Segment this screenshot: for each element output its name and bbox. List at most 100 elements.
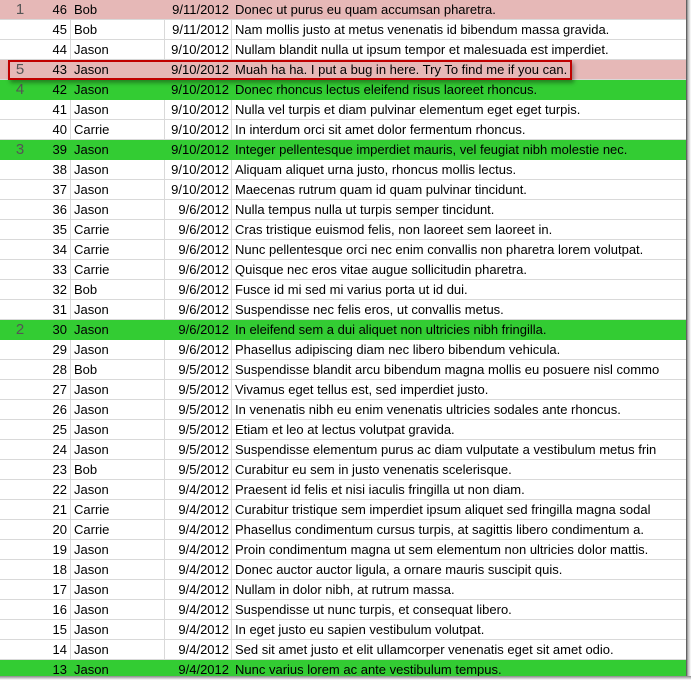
id-cell[interactable]: 27 xyxy=(40,380,71,399)
name-cell[interactable]: Bob xyxy=(71,280,165,299)
id-cell[interactable]: 34 xyxy=(40,240,71,259)
text-cell[interactable]: Phasellus adipiscing diam nec libero bib… xyxy=(235,342,561,357)
table-row[interactable]: 28 Bob 9/5/2012 Suspendisse blandit arcu bi… xyxy=(0,360,686,380)
table-row[interactable]: 40 Carrie 9/10/2012 In interdum orci sit am… xyxy=(0,120,686,140)
name-cell[interactable]: Carrie xyxy=(71,120,165,139)
table-row[interactable]: 21 Carrie 9/4/2012 Curabitur tristique sem … xyxy=(0,500,686,520)
name-cell[interactable]: Jason xyxy=(71,160,165,179)
text-cell[interactable]: Quisque nec eros vitae augue sollicitudi… xyxy=(235,262,527,277)
date-cell[interactable]: 9/10/2012 xyxy=(171,82,229,97)
date-cell[interactable]: 9/10/2012 xyxy=(165,180,232,199)
table-row[interactable]: 41 Jason 9/10/2012 Nulla vel turpis et diam… xyxy=(0,100,686,120)
table-row[interactable]: 29 Jason 9/6/2012 Phasellus adipiscing diam… xyxy=(0,340,686,360)
date-cell[interactable]: 9/10/2012 xyxy=(165,120,232,139)
table-row[interactable]: 3 39 Jason 9/10/2012 Integer pellentesque im… xyxy=(0,140,686,160)
name-cell[interactable]: Jason xyxy=(74,662,109,677)
text-cell[interactable]: Proin condimentum magna ut sem elementum… xyxy=(235,542,649,557)
date-cell[interactable]: 9/6/2012 xyxy=(165,200,232,219)
date-cell[interactable]: 9/6/2012 xyxy=(165,300,232,319)
date-cell[interactable]: 9/4/2012 xyxy=(165,640,232,659)
table-row[interactable]: 18 Jason 9/4/2012 Donec auctor auctor ligul… xyxy=(0,560,686,580)
text-cell[interactable]: Donec ut purus eu quam accumsan pharetra… xyxy=(235,2,496,17)
date-cell[interactable]: 9/6/2012 xyxy=(165,340,232,359)
date-cell[interactable]: 9/11/2012 xyxy=(172,2,229,17)
date-cell[interactable]: 9/4/2012 xyxy=(165,620,232,639)
text-cell[interactable]: Curabitur eu sem in justo venenatis scel… xyxy=(235,462,512,477)
date-cell[interactable]: 9/4/2012 xyxy=(165,600,232,619)
id-cell[interactable]: 40 xyxy=(40,120,71,139)
date-cell[interactable]: 9/6/2012 xyxy=(165,280,232,299)
text-cell[interactable]: Aliquam aliquet urna justo, rhoncus moll… xyxy=(235,162,517,177)
id-cell[interactable]: 15 xyxy=(40,620,71,639)
text-cell[interactable]: Nulla vel turpis et diam pulvinar elemen… xyxy=(235,102,581,117)
name-cell[interactable]: Jason xyxy=(71,580,165,599)
table-row[interactable]: 5 43 Jason 9/10/2012 Muah ha ha. I put a bug… xyxy=(0,60,686,80)
date-cell[interactable]: 9/4/2012 xyxy=(165,560,232,579)
name-cell[interactable]: Jason xyxy=(71,180,165,199)
date-cell[interactable]: 9/5/2012 xyxy=(165,400,232,419)
id-cell[interactable]: 21 xyxy=(40,500,71,519)
id-cell[interactable]: 33 xyxy=(40,260,71,279)
name-cell[interactable]: Jason xyxy=(71,340,165,359)
text-cell[interactable]: Muah ha ha. I put a bug in here. Try To … xyxy=(235,62,568,77)
table-row[interactable]: 20 Carrie 9/4/2012 Phasellus condimentum cu… xyxy=(0,520,686,540)
id-cell[interactable]: 45 xyxy=(40,20,71,39)
table-row[interactable]: 24 Jason 9/5/2012 Suspendisse elementum pur… xyxy=(0,440,686,460)
text-cell[interactable]: Nam mollis justo at metus venenatis id b… xyxy=(235,22,610,37)
name-cell[interactable]: Jason xyxy=(71,620,165,639)
table-row[interactable]: 33 Carrie 9/6/2012 Quisque nec eros vitae a… xyxy=(0,260,686,280)
id-cell[interactable]: 23 xyxy=(40,460,71,479)
date-cell[interactable]: 9/5/2012 xyxy=(165,460,232,479)
table-row[interactable]: 27 Jason 9/5/2012 Vivamus eget tellus est, … xyxy=(0,380,686,400)
table-row[interactable]: 16 Jason 9/4/2012 Suspendisse ut nunc turpi… xyxy=(0,600,686,620)
table-row[interactable]: 19 Jason 9/4/2012 Proin condimentum magna u… xyxy=(0,540,686,560)
name-cell[interactable]: Jason xyxy=(71,420,165,439)
text-cell[interactable]: In eget justo eu sapien vestibulum volut… xyxy=(235,622,485,637)
id-cell[interactable]: 41 xyxy=(40,100,71,119)
id-cell[interactable]: 16 xyxy=(40,600,71,619)
id-cell[interactable]: 29 xyxy=(40,340,71,359)
text-cell[interactable]: Suspendisse blandit arcu bibendum magna … xyxy=(235,362,660,377)
date-cell[interactable]: 9/5/2012 xyxy=(165,360,232,379)
table-row[interactable]: 1 46 Bob 9/11/2012 Donec ut purus eu quam ac… xyxy=(0,0,686,20)
date-cell[interactable]: 9/10/2012 xyxy=(165,160,232,179)
id-cell[interactable]: 44 xyxy=(40,40,71,59)
name-cell[interactable]: Bob xyxy=(74,2,98,17)
table-row[interactable]: 44 Jason 9/10/2012 Nullam blandit nulla ut … xyxy=(0,40,686,60)
id-cell[interactable]: 43 xyxy=(52,62,67,77)
text-cell[interactable]: Nulla tempus nulla ut turpis semper tinc… xyxy=(235,202,495,217)
name-cell[interactable]: Jason xyxy=(74,142,109,157)
table-row[interactable]: 37 Jason 9/10/2012 Maecenas rutrum quam id … xyxy=(0,180,686,200)
name-cell[interactable]: Jason xyxy=(71,540,165,559)
date-cell[interactable]: 9/5/2012 xyxy=(165,380,232,399)
table-row[interactable]: 2 30 Jason 9/6/2012 In eleifend sem a dui al… xyxy=(0,320,686,340)
text-cell[interactable]: Donec rhoncus lectus eleifend risus laor… xyxy=(235,82,538,97)
name-cell[interactable]: Jason xyxy=(74,322,109,337)
text-cell[interactable]: Fusce id mi sed mi varius porta ut id du… xyxy=(235,282,468,297)
date-cell[interactable]: 9/4/2012 xyxy=(165,500,232,519)
id-cell[interactable]: 14 xyxy=(40,640,71,659)
id-cell[interactable]: 26 xyxy=(40,400,71,419)
table-row[interactable]: 4 42 Jason 9/10/2012 Donec rhoncus lectus el… xyxy=(0,80,686,100)
id-cell[interactable]: 20 xyxy=(40,520,71,539)
table-row[interactable]: 31 Jason 9/6/2012 Suspendisse nec felis ero… xyxy=(0,300,686,320)
table-row[interactable]: 36 Jason 9/6/2012 Nulla tempus nulla ut tur… xyxy=(0,200,686,220)
name-cell[interactable]: Jason xyxy=(71,480,165,499)
text-cell[interactable]: Sed sit amet justo et elit ullamcorper v… xyxy=(235,642,614,657)
text-cell[interactable]: Nullam blandit nulla ut ipsum tempor et … xyxy=(235,42,609,57)
text-cell[interactable]: Etiam et leo at lectus volutpat gravida. xyxy=(235,422,455,437)
name-cell[interactable]: Jason xyxy=(74,82,109,97)
name-cell[interactable]: Jason xyxy=(71,600,165,619)
table-row[interactable]: 35 Carrie 9/6/2012 Cras tristique euismod f… xyxy=(0,220,686,240)
text-cell[interactable]: Maecenas rutrum quam id quam pulvinar ti… xyxy=(235,182,527,197)
id-cell[interactable]: 22 xyxy=(40,480,71,499)
date-cell[interactable]: 9/10/2012 xyxy=(165,100,232,119)
date-cell[interactable]: 9/4/2012 xyxy=(165,480,232,499)
id-cell[interactable]: 37 xyxy=(40,180,71,199)
date-cell[interactable]: 9/6/2012 xyxy=(165,240,232,259)
id-cell[interactable]: 17 xyxy=(40,580,71,599)
name-cell[interactable]: Carrie xyxy=(71,500,165,519)
text-cell[interactable]: Donec auctor auctor ligula, a ornare mau… xyxy=(235,562,563,577)
name-cell[interactable]: Jason xyxy=(71,300,165,319)
text-cell[interactable]: Cras tristique euismod felis, non laoree… xyxy=(235,222,553,237)
